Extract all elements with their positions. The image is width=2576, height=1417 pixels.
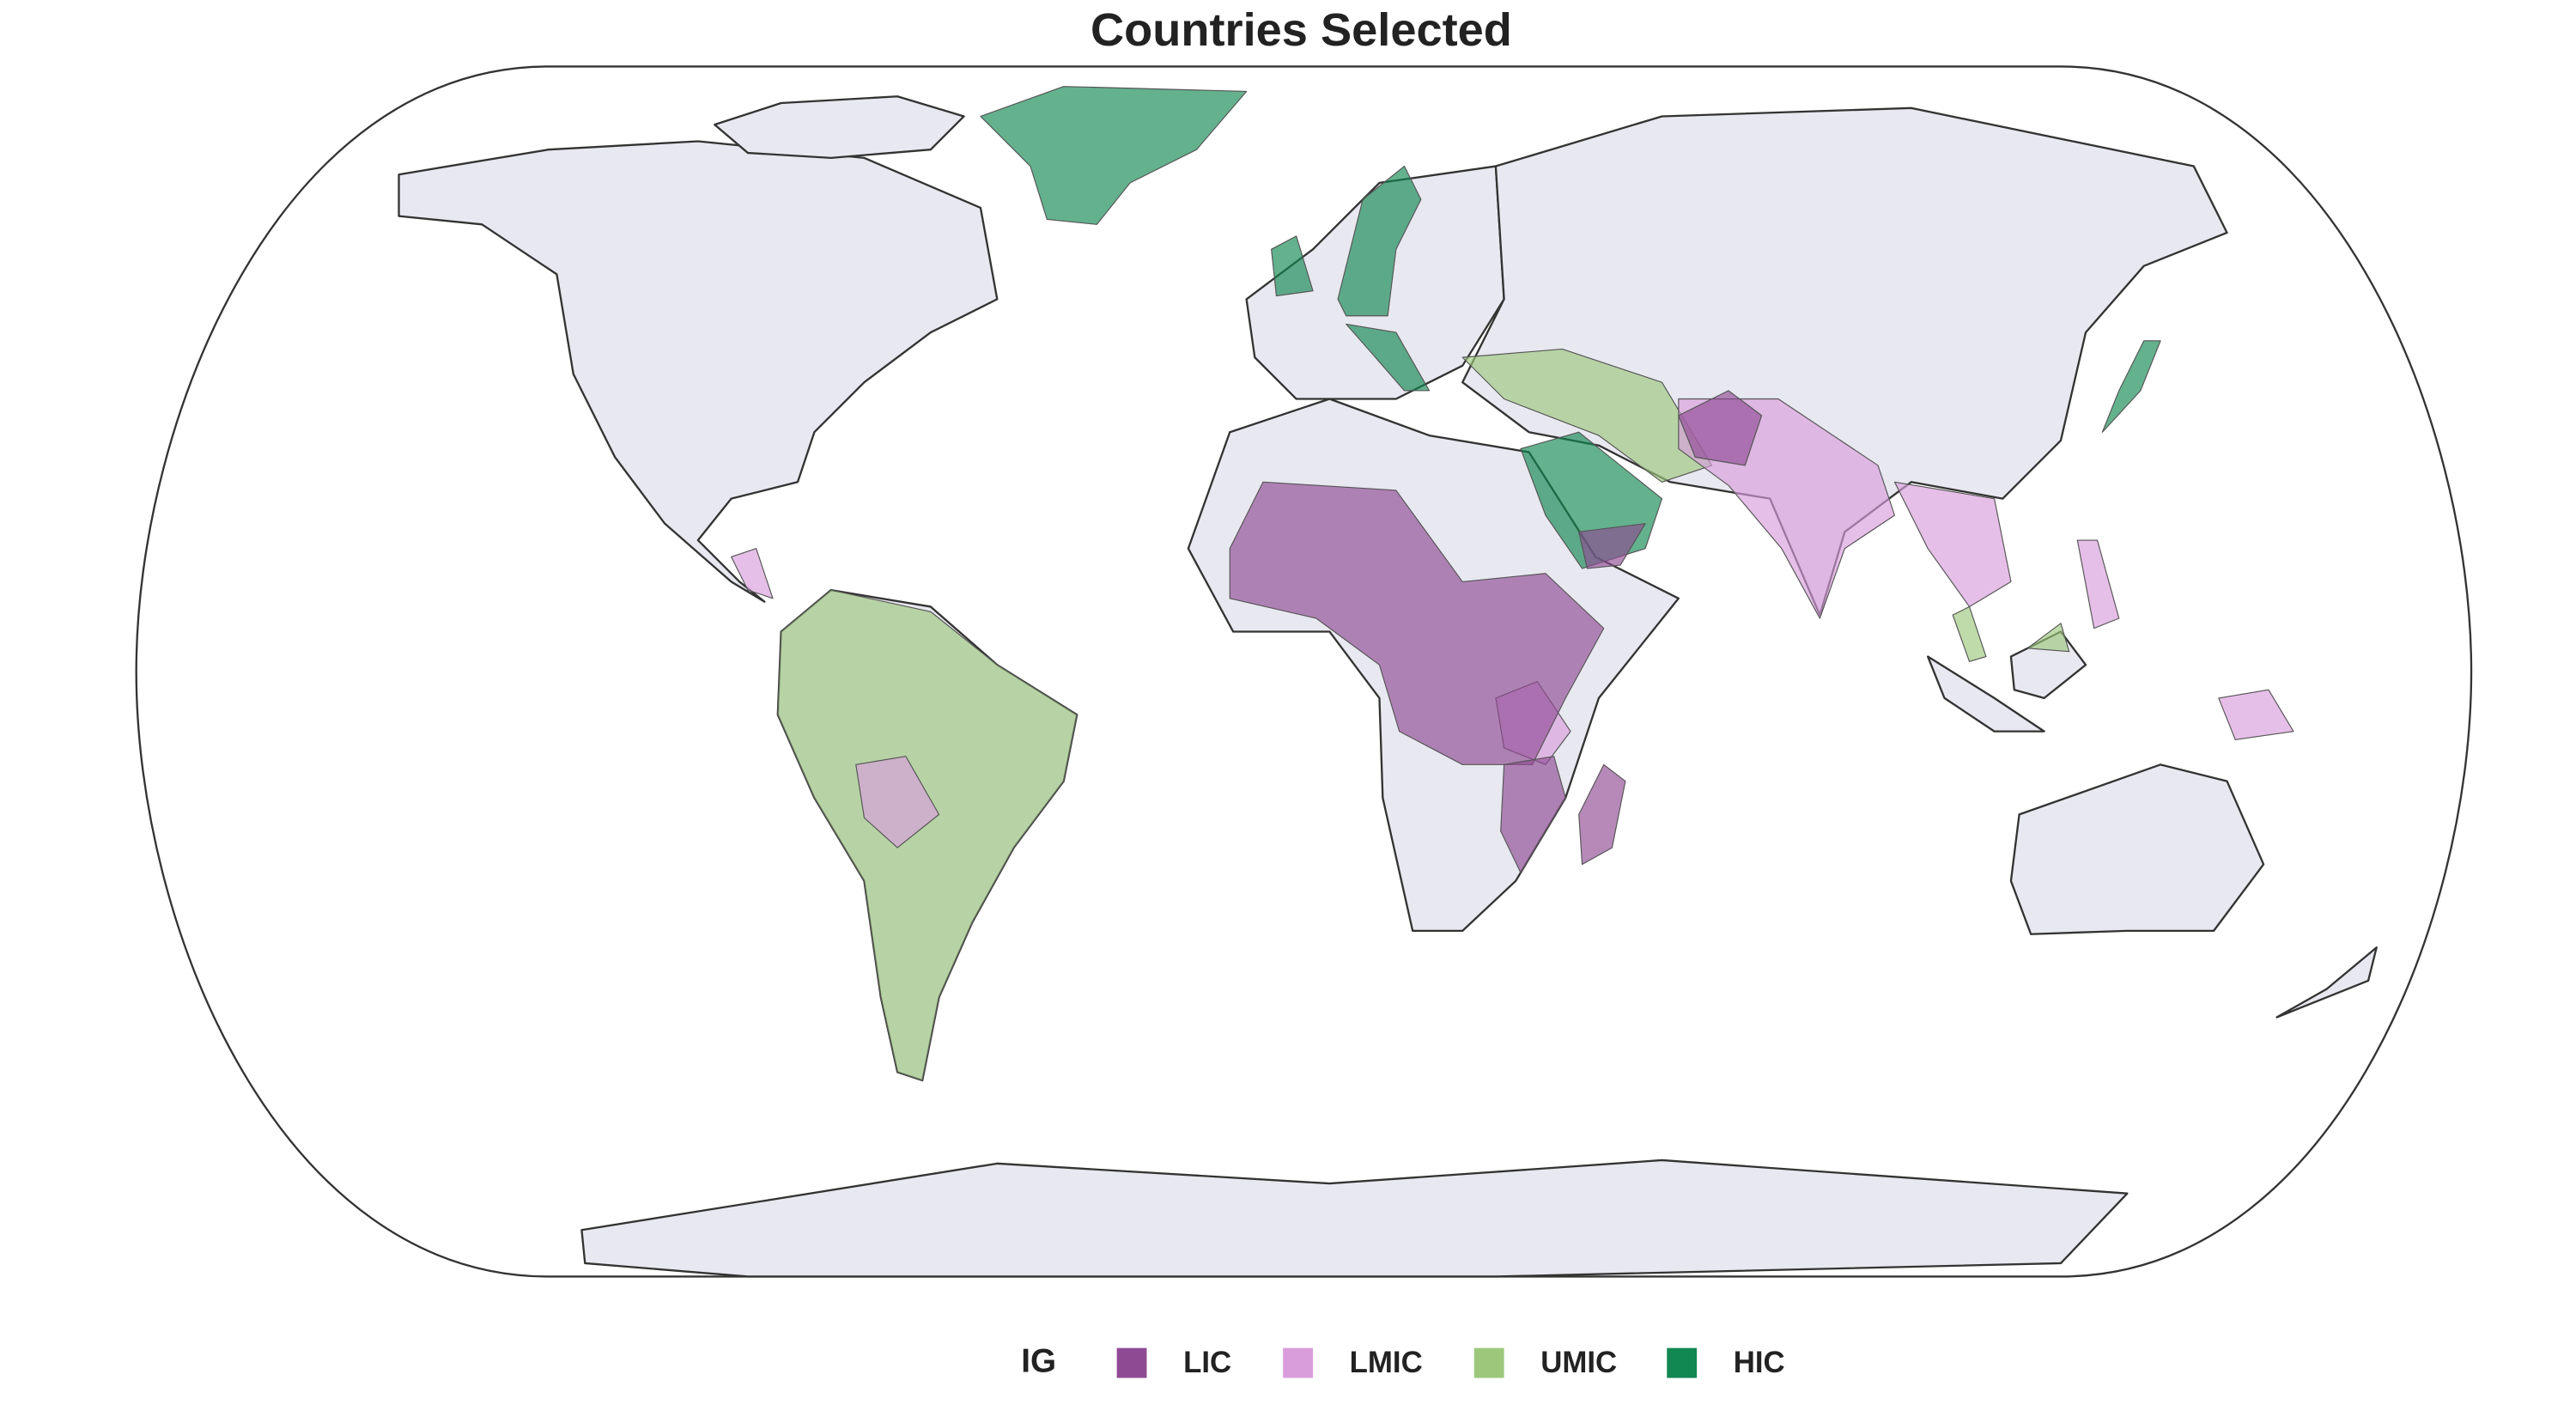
country-region bbox=[1678, 390, 1763, 466]
antarctica bbox=[580, 1159, 2129, 1278]
country-region bbox=[1893, 481, 2012, 608]
country-region bbox=[2076, 539, 2120, 629]
country-region bbox=[731, 548, 774, 599]
legend-label: LMIC bbox=[1350, 1346, 1423, 1379]
country-region bbox=[980, 86, 1248, 225]
country-region bbox=[1952, 605, 1987, 662]
country-region bbox=[1461, 348, 1713, 483]
country-region bbox=[1346, 323, 1431, 392]
country-region bbox=[2101, 340, 2161, 433]
north-america bbox=[398, 140, 999, 603]
arctic-islands bbox=[714, 95, 965, 160]
country-region bbox=[1500, 756, 1566, 873]
legend-swatch bbox=[1473, 1347, 1504, 1378]
legend-swatch bbox=[1667, 1347, 1698, 1378]
country-region bbox=[1578, 523, 1646, 569]
country-region bbox=[777, 589, 1078, 1081]
legend-label: HIC bbox=[1734, 1346, 1785, 1379]
country-region bbox=[2218, 689, 2294, 740]
map-area bbox=[135, 65, 2473, 1278]
legend-swatch bbox=[1116, 1347, 1147, 1378]
country-region bbox=[1271, 235, 1314, 297]
country-region bbox=[1337, 165, 1422, 317]
country-region bbox=[1578, 763, 1626, 866]
new-zealand bbox=[2275, 946, 2378, 1019]
legend-label: UMIC bbox=[1540, 1346, 1617, 1379]
legend-title: IG bbox=[1021, 1342, 1056, 1379]
indonesia bbox=[1927, 655, 2045, 733]
country-region bbox=[855, 756, 940, 848]
legend-label: LIC bbox=[1183, 1346, 1231, 1379]
australia bbox=[2009, 763, 2265, 935]
country-region bbox=[2026, 623, 2070, 653]
map-title: Countries Selected bbox=[1091, 4, 1512, 56]
legend: IG LIC LMIC UMIC HIC bbox=[1021, 1342, 1784, 1379]
country-region bbox=[1229, 481, 1605, 765]
legend-swatch bbox=[1283, 1347, 1314, 1378]
asia bbox=[1461, 106, 2228, 617]
